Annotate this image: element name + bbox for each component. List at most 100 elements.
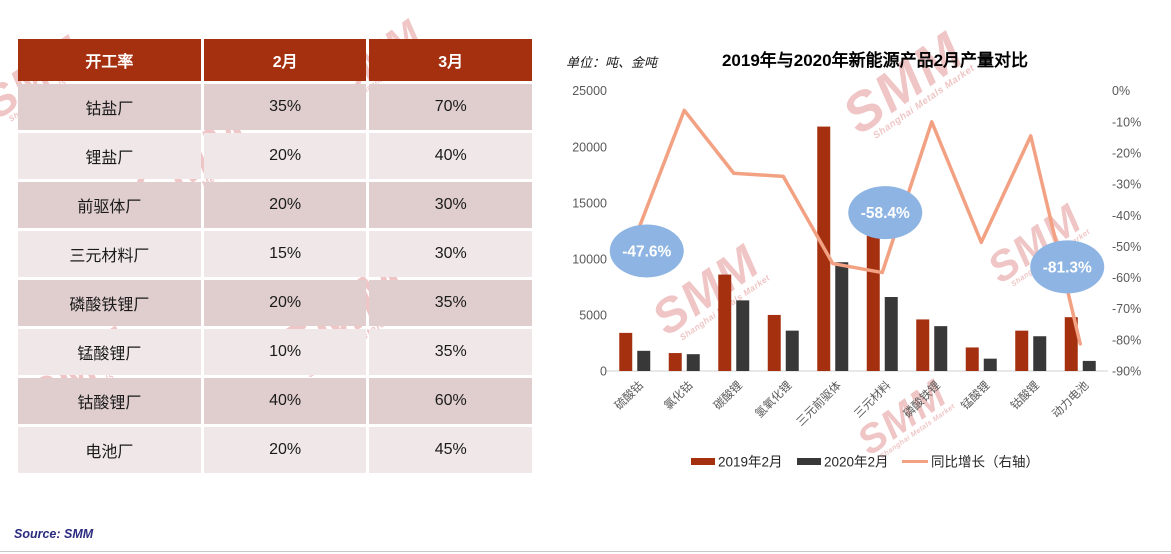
bar-segment	[686, 354, 700, 371]
callout-bubble	[1030, 240, 1105, 294]
source-label: Source: SMM	[14, 527, 94, 541]
rate-value-cell: 40%	[203, 378, 367, 424]
factory-name-cell: 电池厂	[18, 427, 201, 473]
table-row: 三元材料厂 15% 30%	[18, 231, 532, 277]
x-axis-label: 动力电池	[1050, 379, 1092, 421]
rate-value-cell: 20%	[203, 280, 367, 326]
x-axis-label: 氢氧化锂	[752, 378, 794, 420]
table-row: 电池厂 20% 45%	[18, 427, 532, 473]
right-axis-tick-label: -90%	[1112, 365, 1141, 379]
table-row: 前驱体厂 20% 30%	[18, 182, 532, 228]
rate-value-cell: 35%	[203, 84, 367, 130]
factory-name-cell: 前驱体厂	[18, 182, 201, 228]
rate-value-cell: 70%	[369, 84, 532, 130]
callout-label: -58.4%	[861, 205, 910, 222]
left-axis-tick-label: 10000	[572, 252, 607, 266]
factory-name-cell: 锂盐厂	[18, 133, 201, 179]
yoy-growth-line	[633, 108, 1082, 346]
bar-segment	[736, 300, 750, 371]
bar-segment	[718, 274, 732, 371]
bar-segment	[884, 297, 898, 371]
callout-label: -47.6%	[622, 243, 671, 260]
bar-segment	[1082, 360, 1096, 371]
rate-value-cell: 15%	[203, 231, 367, 277]
right-axis-tick-label: -60%	[1112, 271, 1141, 285]
rate-value-cell: 20%	[203, 427, 367, 473]
bars-2020	[637, 262, 1096, 371]
right-axis-tick-label: 0%	[1112, 84, 1130, 98]
right-axis-tick-label: -10%	[1112, 115, 1141, 129]
rate-value-cell: 45%	[369, 427, 532, 473]
bar-segment	[934, 326, 948, 371]
operating-rate-table: 开工率 2月 3月 钴盐厂 35% 70% 锂盐厂 20% 40% 前驱体厂 20% 30% 三元…	[15, 36, 535, 476]
left-axis-tick-label: 5000	[579, 308, 607, 322]
legend-swatch	[797, 458, 821, 465]
x-axis-label: 钴酸锂	[1008, 378, 1042, 412]
legend-label: 2019年2月	[718, 455, 783, 470]
rate-value-cell: 20%	[203, 133, 367, 179]
factory-name-cell: 三元材料厂	[18, 231, 201, 277]
right-axis-ticks: 0% -10% -20% -30% -40% -50% -60% -70% -80% -90%	[1112, 84, 1141, 378]
table-row: 磷酸铁锂厂 20% 35%	[18, 280, 532, 326]
right-axis-tick-label: -50%	[1112, 240, 1141, 254]
factory-name-cell: 钴盐厂	[18, 84, 201, 130]
bars-2019	[619, 126, 1078, 371]
legend-label: 2020年2月	[824, 455, 889, 470]
table-row: 钴酸锂厂 40% 60%	[18, 378, 532, 424]
right-axis-tick-label: -40%	[1112, 209, 1141, 223]
col-header-mar: 3月	[369, 39, 532, 81]
chart-legend: 2019年2月 2020年2月 同比增长（右轴）	[691, 455, 1039, 470]
bar-segment	[637, 350, 651, 371]
bottom-divider	[0, 551, 1171, 552]
bar-segment	[916, 319, 930, 371]
table-row: 锰酸锂厂 10% 35%	[18, 329, 532, 375]
right-axis-tick-label: -70%	[1112, 302, 1141, 316]
rate-value-cell: 35%	[369, 329, 532, 375]
left-axis-tick-label: 15000	[572, 196, 607, 210]
x-axis-labels: 硫酸钴 氯化钴 碳酸锂 氢氧化锂 三元前驱体 三元材料 磷酸铁锂 锰酸锂 钴酸锂 动力电池	[612, 378, 1092, 429]
bar-segment	[785, 330, 799, 371]
bar-segment	[1015, 330, 1029, 371]
rate-value-cell: 60%	[369, 378, 532, 424]
legend-swatch	[691, 458, 715, 465]
rate-value-cell: 10%	[203, 329, 367, 375]
col-header-feb: 2月	[203, 39, 367, 81]
x-axis-label: 三元材料	[851, 378, 894, 421]
rate-value-cell: 20%	[203, 182, 367, 228]
x-axis-label: 锰酸锂	[958, 378, 992, 412]
table-header-row: 开工率 2月 3月	[18, 39, 532, 81]
table-row: 钴盐厂 35% 70%	[18, 84, 532, 130]
x-axis-label: 氯化钴	[661, 378, 696, 413]
bar-segment	[835, 262, 849, 371]
x-axis-label: 硫酸钴	[612, 378, 647, 413]
factory-name-cell: 锰酸锂厂	[18, 329, 201, 375]
chart-title: 2019年与2020年新能源产品2月产量对比	[721, 51, 1029, 70]
rate-value-cell: 40%	[369, 133, 532, 179]
bar-segment	[1064, 317, 1078, 371]
bar-segment	[668, 353, 682, 371]
right-axis-tick-label: -20%	[1112, 146, 1141, 160]
right-axis-tick-label: -80%	[1112, 333, 1141, 347]
x-axis-label: 磷酸铁锂	[900, 378, 942, 420]
bar-segment	[619, 332, 633, 371]
right-axis-tick-label: -30%	[1112, 178, 1141, 192]
col-header-metric: 开工率	[18, 39, 201, 81]
bar-segment	[983, 358, 997, 371]
callout-label: -81.3%	[1043, 259, 1092, 276]
bar-segment	[965, 347, 979, 371]
left-axis-tick-label: 25000	[572, 84, 607, 98]
production-comparison-chart: 25000200001500010000500000%-10%-20%-30%-…	[572, 84, 1141, 470]
left-axis-ticks: 25000 20000 15000 10000 5000 0	[572, 84, 607, 378]
callout-bubble	[609, 224, 684, 278]
callouts: -47.6% -58.4% -81.3%	[609, 186, 1105, 294]
x-axis-label: 碳酸锂	[711, 378, 745, 412]
table-row: 锂盐厂 20% 40%	[18, 133, 532, 179]
factory-name-cell: 磷酸铁锂厂	[18, 280, 201, 326]
bar-segment	[1033, 336, 1047, 371]
legend-label: 同比增长（右轴）	[931, 455, 1039, 470]
bar-segment	[767, 314, 781, 371]
left-axis-tick-label: 20000	[572, 140, 607, 154]
rate-value-cell: 30%	[369, 231, 532, 277]
callout-bubble	[848, 186, 923, 240]
